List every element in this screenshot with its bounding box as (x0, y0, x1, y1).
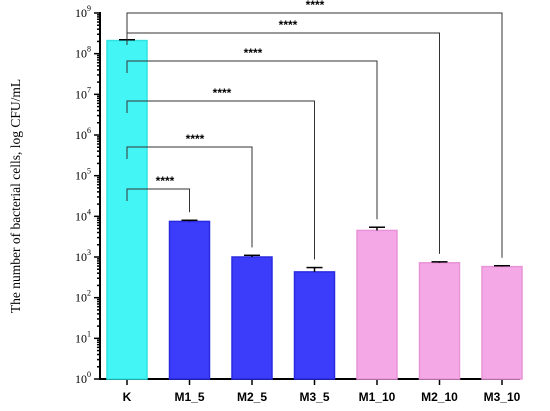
x-tick-label: M3_10 (484, 390, 521, 404)
significance-brackets: **** **** **** **** **** **** (126, 0, 503, 260)
y-tick-label: 104 (75, 207, 91, 223)
significance-label: **** (213, 86, 232, 100)
y-tick-base: 10 (75, 87, 87, 101)
y-tick-exponent: 4 (87, 207, 91, 216)
y-axis-label-group: The number of bacterial cells, log CFU/m… (8, 79, 23, 313)
significance-bracket (126, 146, 253, 248)
significance-bracket (126, 188, 190, 213)
x-tick-label: M3_5 (299, 390, 329, 404)
y-tick-exponent: 3 (87, 248, 91, 257)
y-tick-base: 10 (75, 291, 87, 305)
y-tick-label: 109 (75, 4, 91, 20)
bar-m1-5 (168, 220, 211, 380)
y-tick-base: 10 (75, 331, 87, 345)
significance-bracket (126, 100, 315, 260)
y-tick-base: 10 (75, 169, 87, 183)
y-tick-base: 10 (75, 250, 87, 264)
bar-m3-5 (293, 271, 336, 380)
significance-label: **** (244, 46, 263, 60)
bar-k (106, 39, 148, 380)
bar-m2-10 (418, 262, 461, 380)
y-tick-exponent: 1 (87, 329, 91, 338)
x-axis (99, 378, 520, 385)
bar-m1-10 (356, 229, 398, 380)
x-tick-label: M1_10 (359, 390, 396, 404)
y-tick-label: 103 (75, 248, 91, 264)
x-tick-label: K (123, 390, 132, 404)
y-axis-label: The number of bacterial cells, log CFU/m… (8, 79, 23, 313)
y-tick-exponent: 6 (87, 126, 91, 135)
significance-label: **** (186, 132, 205, 146)
x-tick-label: M1_5 (174, 390, 204, 404)
y-tick-exponent: 0 (87, 370, 91, 379)
y-tick-exponent: 9 (87, 4, 91, 13)
error-bars (119, 38, 510, 272)
y-tick-exponent: 8 (87, 45, 91, 54)
y-tick-label: 105 (75, 167, 91, 183)
y-tick-label: 102 (75, 289, 91, 305)
y-tick-label: 108 (75, 45, 91, 61)
significance-label: **** (279, 18, 298, 32)
significance-bracket (126, 60, 378, 220)
significance-bracket (126, 12, 503, 258)
y-tick-exponent: 2 (87, 289, 91, 298)
y-tick-exponent: 7 (87, 85, 91, 94)
y-tick-base: 10 (75, 6, 87, 20)
y-tick-label: 100 (75, 370, 91, 386)
y-tick-base: 10 (75, 128, 87, 142)
significance-label: **** (156, 174, 175, 188)
bar-m2-5 (231, 256, 273, 380)
y-tick-label: 106 (75, 126, 91, 142)
y-tick-label: 107 (75, 85, 91, 101)
y-tick-exponent: 5 (87, 167, 91, 176)
x-tick-label: M2_5 (237, 390, 267, 404)
y-tick-base: 10 (75, 47, 87, 61)
bar-m3-10 (481, 265, 523, 380)
y-tick-base: 10 (75, 372, 87, 386)
y-tick-base: 10 (75, 209, 87, 223)
x-tick-label: M2_10 (421, 390, 458, 404)
significance-label: **** (306, 0, 325, 12)
y-tick-label: 101 (75, 329, 91, 345)
x-tick-labels: K M1_5 M2_5 M3_5 M1_10 M2_10 M3_10 (123, 390, 521, 404)
